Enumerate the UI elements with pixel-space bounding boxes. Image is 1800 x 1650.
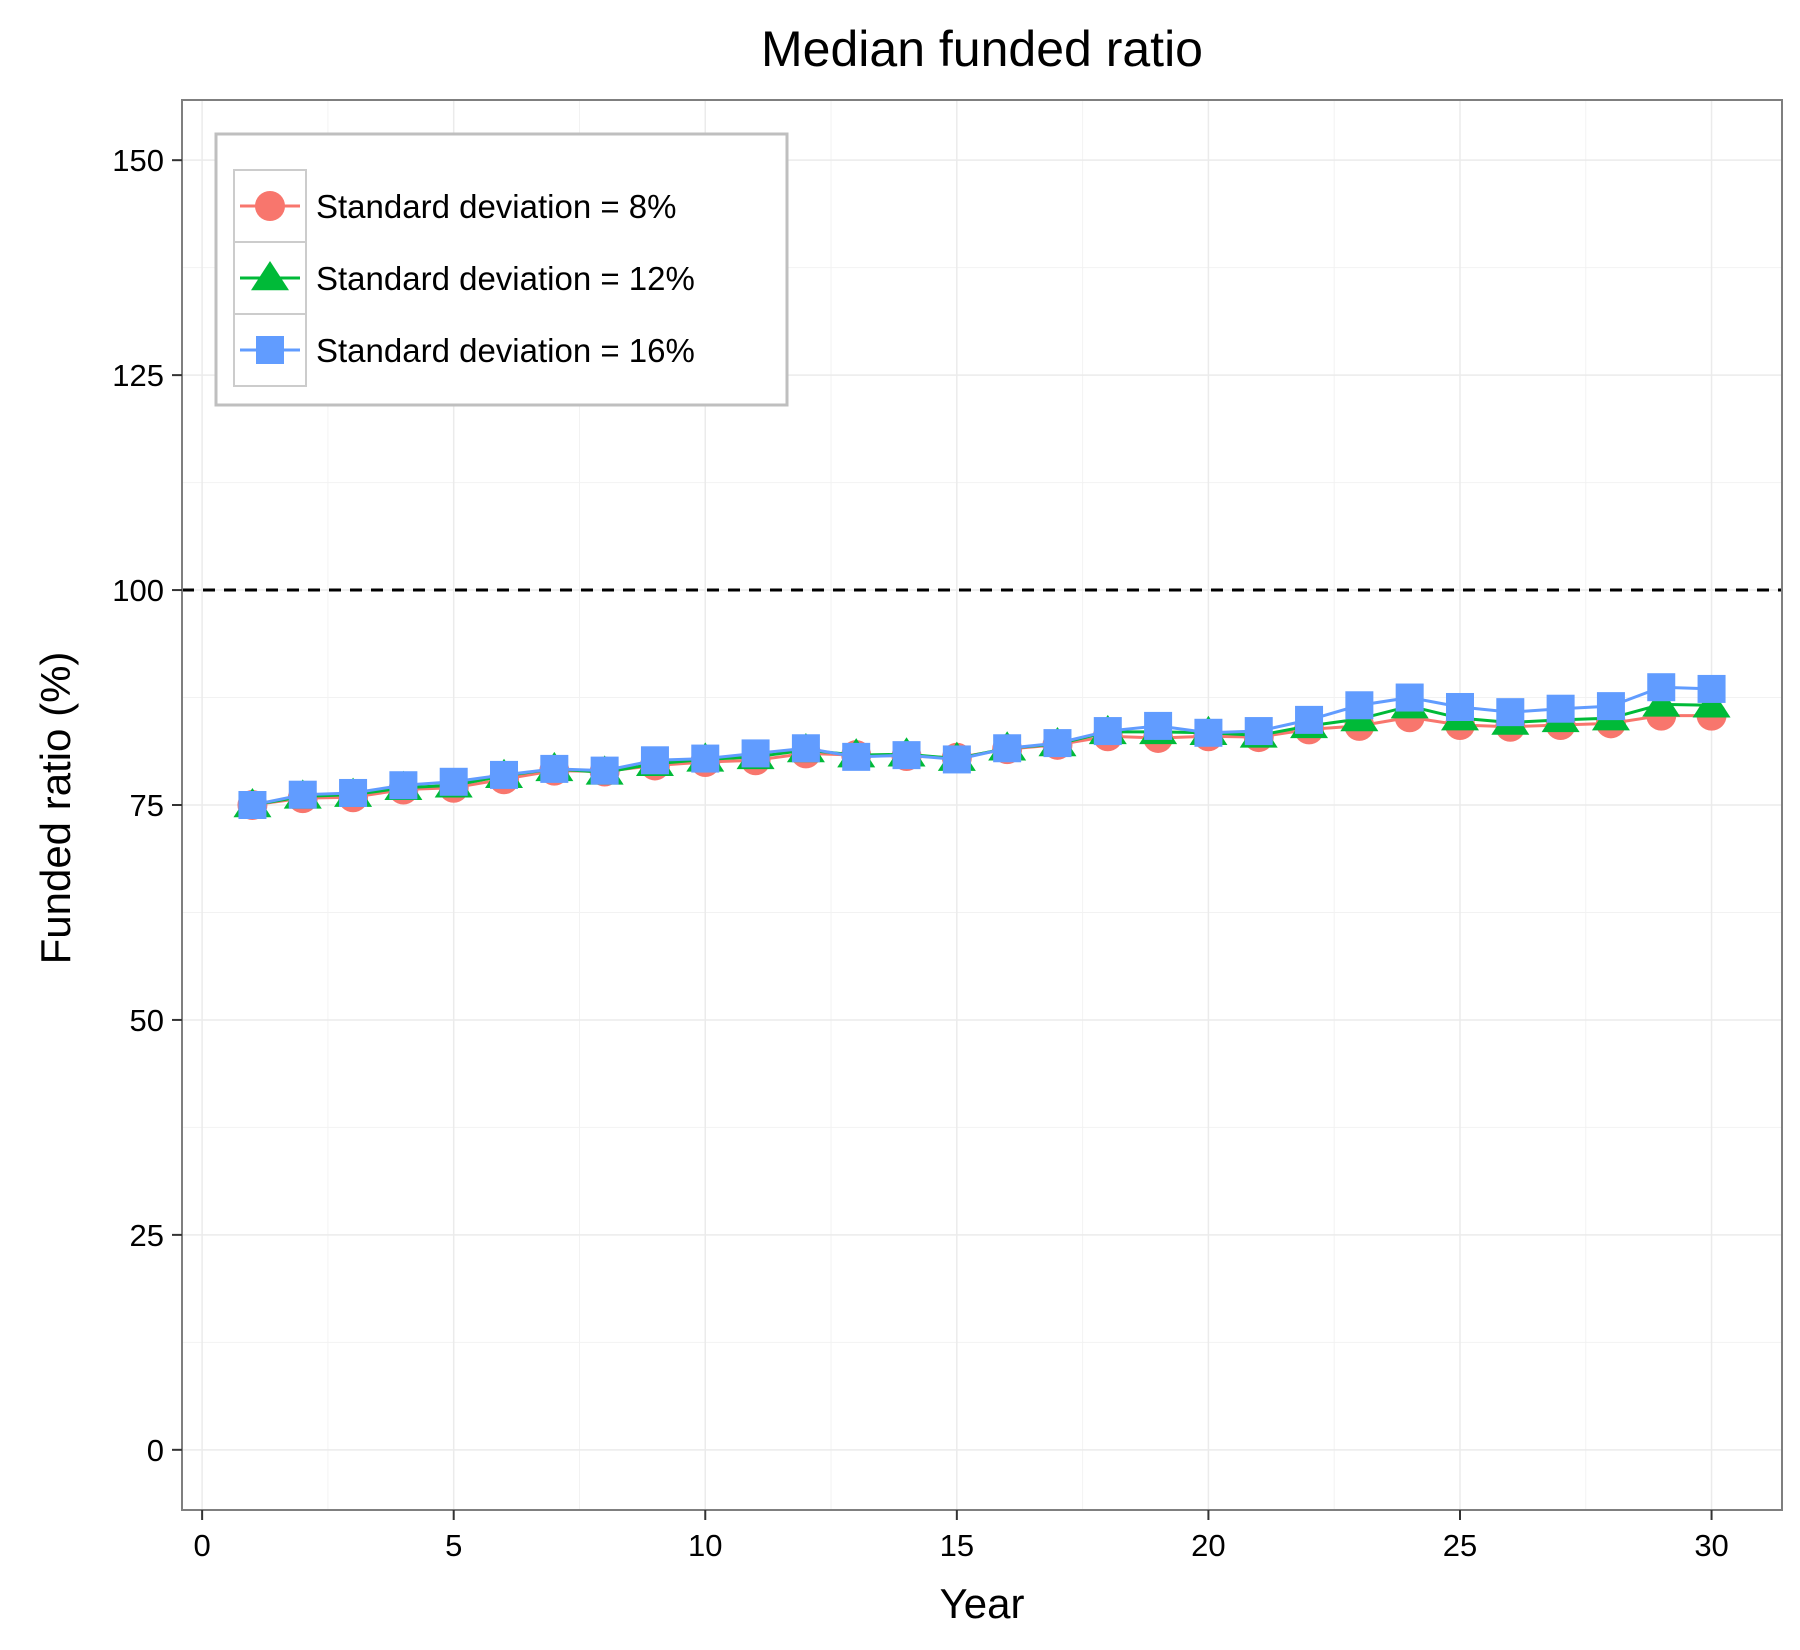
- series-3-point: [389, 771, 418, 800]
- series-3-point: [892, 741, 921, 770]
- series-3-point: [942, 745, 971, 774]
- series-3-point: [490, 760, 519, 789]
- series-3-point: [1345, 691, 1374, 720]
- series-3-point: [1546, 694, 1575, 723]
- series-3-point: [1596, 692, 1625, 721]
- series-3-point: [741, 739, 770, 768]
- series-3-point: [1295, 705, 1324, 734]
- x-axis-title: Year: [940, 1580, 1025, 1627]
- series-3: [238, 673, 1726, 819]
- legend-key-marker: [255, 191, 285, 221]
- series-3-point: [1647, 673, 1676, 702]
- x-tick-label: 15: [940, 1528, 974, 1563]
- y-tick-label: 75: [130, 788, 164, 823]
- x-tick-label: 25: [1443, 1528, 1477, 1563]
- series-3-point: [842, 742, 871, 771]
- series-3-point: [1244, 717, 1273, 746]
- legend-key-marker: [256, 336, 284, 364]
- series-3-point: [1043, 729, 1072, 758]
- legend-label: Standard deviation = 16%: [316, 332, 695, 369]
- legend-box: [214, 132, 789, 407]
- y-tick-label: 100: [112, 573, 164, 608]
- series-3-point: [691, 744, 720, 773]
- series-3-point: [1144, 711, 1173, 740]
- y-tick-label: 150: [112, 143, 164, 178]
- series-2-point: [1642, 687, 1681, 717]
- y-tick-label: 125: [112, 358, 164, 393]
- legend-label: Standard deviation = 8%: [316, 188, 677, 225]
- legend-label: Standard deviation = 12%: [316, 260, 695, 297]
- series-3-point: [288, 780, 317, 809]
- series-3-point: [1697, 674, 1726, 703]
- axes: 0 5 10 15 20 25 30 0 25 50 75 100 125 150: [112, 143, 1729, 1563]
- series-group: [233, 673, 1731, 820]
- legend: Standard deviation = 8% Standard deviatio…: [214, 132, 789, 407]
- x-tick-label: 5: [445, 1528, 462, 1563]
- y-tick-label: 50: [130, 1003, 164, 1038]
- y-tick-label: 0: [147, 1433, 164, 1468]
- chart-title: Median funded ratio: [761, 21, 1203, 77]
- series-3-point: [791, 734, 820, 763]
- x-tick-label: 20: [1191, 1528, 1225, 1563]
- series-3-point: [1445, 692, 1474, 721]
- grid: [182, 100, 1782, 1510]
- series-3-point: [1496, 698, 1525, 727]
- series-3-point: [993, 734, 1022, 763]
- series-3-point: [238, 791, 267, 819]
- series-3-point: [1093, 717, 1122, 746]
- series-3-point: [339, 778, 368, 807]
- legend-key-marker: [251, 261, 289, 291]
- series-3-point: [1194, 718, 1223, 747]
- series-3-point: [540, 754, 569, 783]
- series-3-point: [439, 767, 468, 796]
- y-tick-label: 25: [130, 1218, 164, 1253]
- series-3-point: [1395, 683, 1424, 712]
- series-3-point: [640, 746, 669, 775]
- y-axis-title: Funded ratio (%): [32, 652, 79, 965]
- x-tick-label: 30: [1694, 1528, 1728, 1563]
- x-tick-label: 0: [194, 1528, 211, 1563]
- x-tick-label: 10: [688, 1528, 722, 1563]
- series-3-point: [590, 756, 619, 785]
